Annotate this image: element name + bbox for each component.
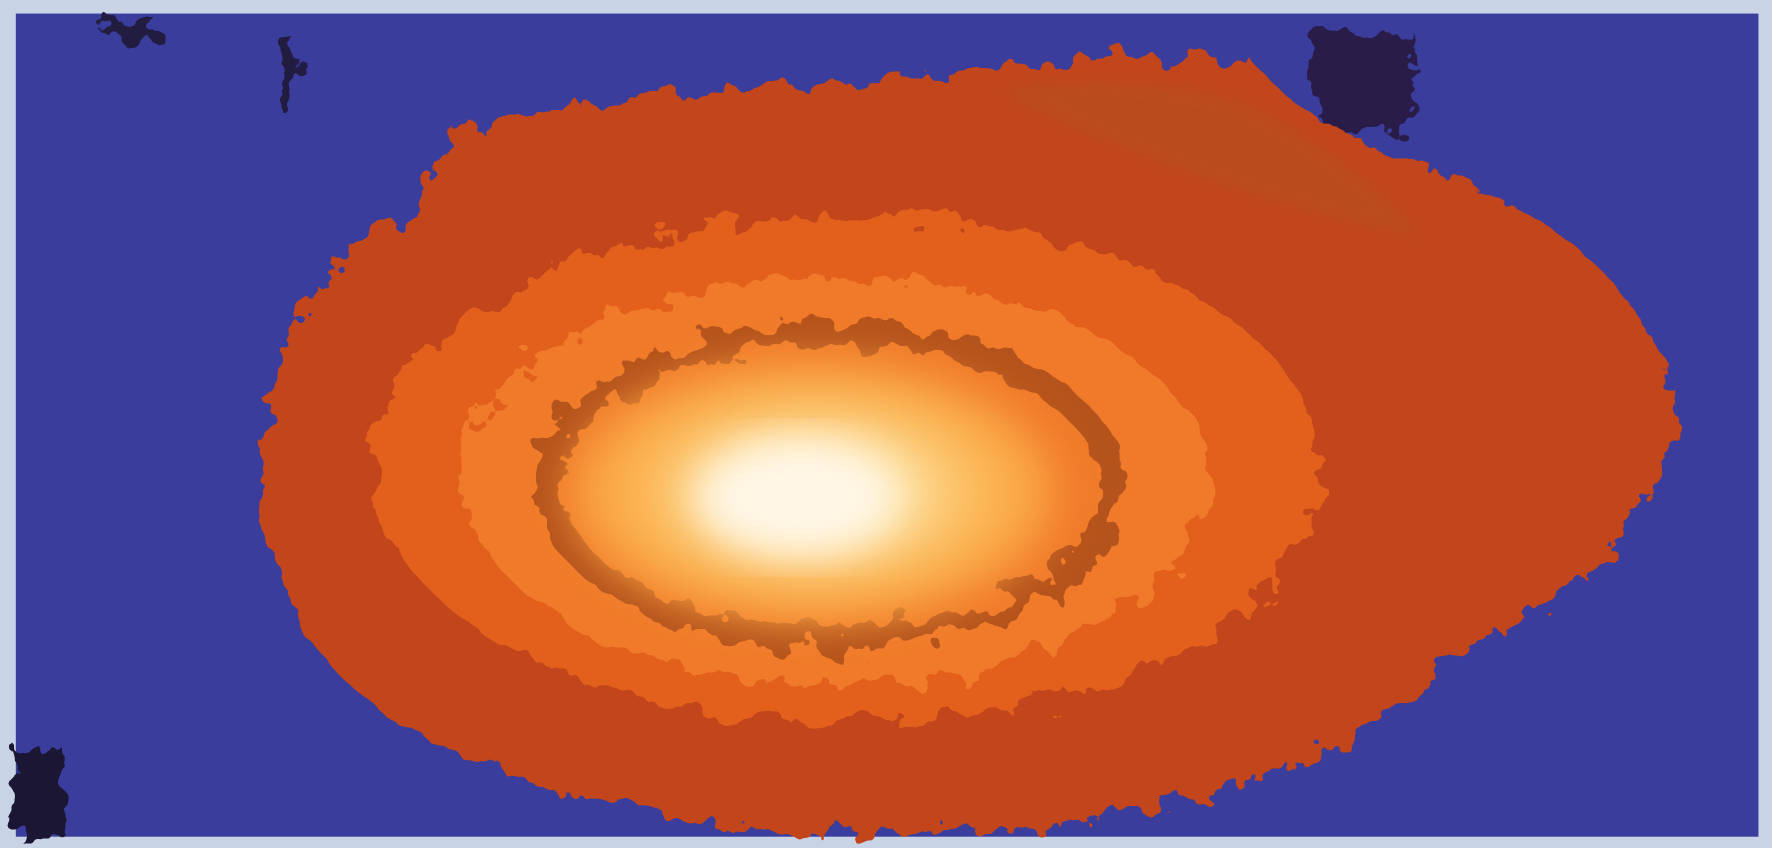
hot-spot bbox=[695, 440, 899, 555]
brown-band bbox=[994, 81, 1424, 238]
dark-ring bbox=[535, 321, 1126, 652]
